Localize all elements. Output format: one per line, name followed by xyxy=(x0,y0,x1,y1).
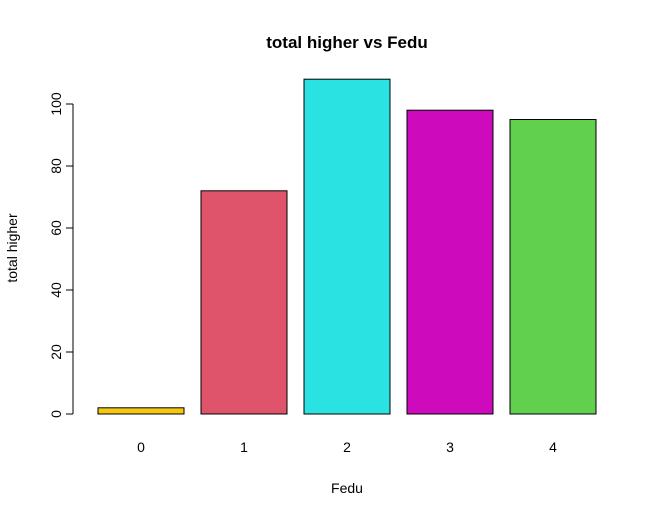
bar-1 xyxy=(200,190,288,415)
x-tick-label: 2 xyxy=(343,439,351,455)
x-tick-labels: 0 1 2 3 4 xyxy=(137,439,557,455)
y-tick-label: 40 xyxy=(48,282,64,298)
y-axis-label: total higher xyxy=(4,213,20,283)
y-axis: 0 20 40 60 80 100 xyxy=(48,92,74,418)
x-tick-label: 1 xyxy=(240,439,248,455)
x-tick-label: 4 xyxy=(549,439,557,455)
x-axis-label: Fedu xyxy=(331,480,363,496)
bar-2 xyxy=(303,78,391,415)
y-tick-label: 100 xyxy=(48,92,64,116)
y-tick-label: 0 xyxy=(48,410,64,418)
x-tick-label: 3 xyxy=(446,439,454,455)
y-tick-label: 60 xyxy=(48,220,64,236)
y-tick-label: 80 xyxy=(48,158,64,174)
chart-title: total higher vs Fedu xyxy=(266,33,428,52)
bars-group xyxy=(97,78,597,415)
bar-0 xyxy=(97,407,185,415)
y-tick-label: 20 xyxy=(48,344,64,360)
bar-4 xyxy=(509,119,597,415)
x-tick-label: 0 xyxy=(137,439,145,455)
bar-3 xyxy=(406,109,494,415)
